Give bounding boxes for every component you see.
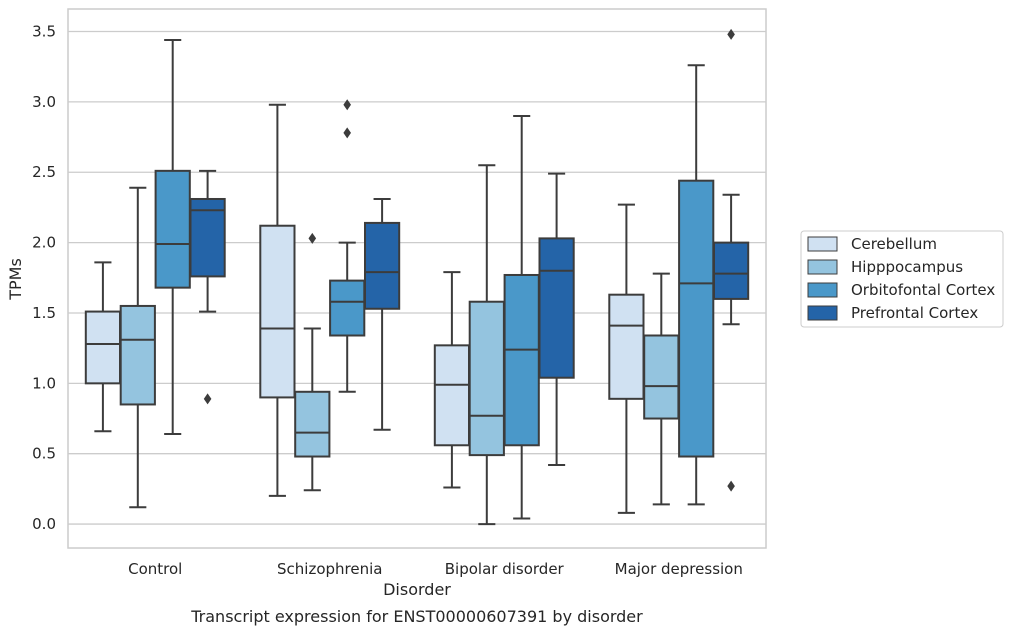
y-tick-label: 2.0	[32, 234, 56, 252]
box-body	[608, 293, 645, 400]
box-body	[643, 334, 680, 420]
box-group	[84, 261, 122, 433]
x-tick-labels: Control Schizophrenia Bipolar disorder Majo…	[128, 560, 743, 578]
y-tick-label: 3.5	[32, 23, 56, 41]
legend-swatch	[807, 305, 838, 321]
outlier-point	[727, 480, 735, 492]
box-group	[503, 114, 540, 520]
legend-swatch	[807, 259, 838, 275]
legend-label: Cerebellum	[851, 235, 937, 253]
plot-frame	[67, 8, 767, 549]
y-tick-label: 3.0	[32, 93, 56, 111]
outlier-point	[343, 127, 351, 139]
legend-item: Hipppocampus	[807, 258, 963, 276]
box-group	[363, 197, 401, 431]
x-tick-label: Schizophrenia	[277, 560, 382, 578]
box-body	[538, 237, 575, 379]
y-tick-label: 2.5	[32, 163, 56, 181]
box-body	[712, 241, 750, 300]
outlier-point	[308, 232, 317, 244]
legend-item: Cerebellum	[807, 235, 937, 253]
box-group	[189, 169, 226, 405]
legend-item: Prefrontal Cortex	[807, 304, 978, 322]
y-tick-label: 0.5	[32, 445, 56, 463]
legend-label: Prefrontal Cortex	[851, 304, 978, 322]
box-group	[538, 172, 575, 466]
box-body	[84, 310, 122, 385]
x-tick-label: Bipolar disorder	[445, 560, 565, 578]
legend-label: Orbitofontal Cortex	[851, 281, 995, 299]
y-axis-label: TPMs	[6, 258, 25, 301]
box-group	[119, 186, 156, 509]
box-group	[329, 99, 366, 393]
legend-swatch	[807, 282, 838, 298]
grid-layer	[68, 30, 766, 525]
outlier-point	[203, 393, 212, 405]
box-body	[329, 279, 366, 337]
box-body	[259, 224, 296, 399]
box-group	[608, 203, 645, 514]
legend-label: Hipppocampus	[851, 258, 963, 276]
legend-items: Cerebellum Hipppocampus Orbitofontal Corte…	[807, 235, 995, 322]
y-tick-label: 1.5	[32, 304, 56, 322]
box-group	[154, 38, 191, 436]
y-tick-label: 0.0	[32, 515, 56, 533]
box-layer	[84, 28, 750, 526]
box-body	[433, 344, 471, 447]
legend-item: Orbitofontal Cortex	[807, 281, 995, 299]
box-body	[468, 300, 505, 457]
box-group	[259, 103, 296, 497]
x-tick-label: Control	[128, 560, 182, 578]
y-tick-label: 1.0	[32, 374, 56, 392]
legend-swatch	[807, 236, 838, 252]
box-body	[119, 304, 156, 406]
legend-frame	[800, 230, 1004, 328]
y-tick-labels: 0.0 0.5 1.0 1.5 2.0 2.5 3.0 3.5	[32, 23, 56, 534]
chart-caption: Transcript expression for ENST0000060739…	[190, 607, 643, 626]
box-body	[294, 390, 331, 458]
box-group	[712, 28, 750, 492]
box-body	[363, 221, 401, 310]
outlier-point	[727, 28, 735, 40]
x-axis-label: Disorder	[383, 580, 451, 599]
box-group	[433, 271, 471, 489]
box-body	[678, 179, 715, 458]
x-tick-label: Major depression	[615, 560, 743, 578]
box-group	[294, 232, 331, 492]
box-body	[154, 169, 191, 289]
box-group	[678, 64, 715, 506]
box-body	[189, 197, 226, 278]
box-body	[503, 273, 540, 447]
legend: Cerebellum Hipppocampus Orbitofontal Corte…	[800, 230, 1004, 328]
box-group	[468, 164, 505, 526]
outlier-point	[343, 99, 351, 111]
